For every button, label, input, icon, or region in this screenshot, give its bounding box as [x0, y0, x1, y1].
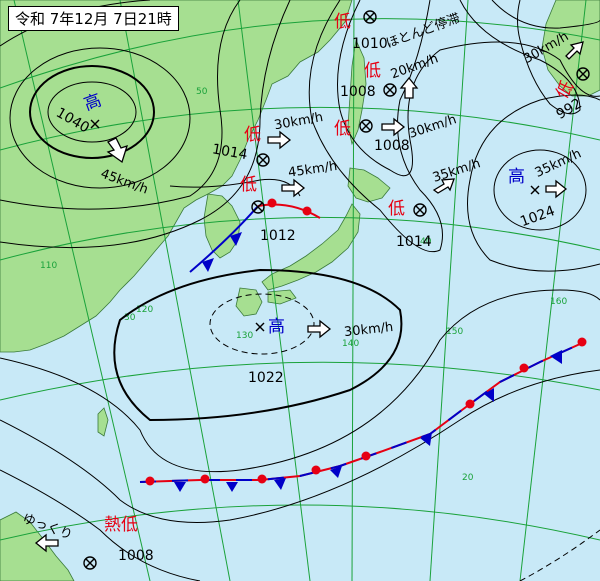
arrow-low-35 [432, 178, 455, 194]
isobar-high-1040 [29, 65, 155, 159]
marker-low-1014b [413, 203, 427, 217]
grid-label-40: 40 [420, 237, 432, 247]
fronts [139, 198, 587, 492]
symbol-tropical-low: 熱低 [104, 515, 138, 535]
arrow-high-1040 [106, 137, 128, 164]
marker-low-1010 [363, 10, 377, 24]
symbol-low-30: 低 [334, 119, 351, 139]
land-kyushu [235, 287, 263, 317]
marker-high-1024 [530, 185, 540, 195]
marker-low-1008b [359, 119, 373, 133]
marker-low-1008a [383, 83, 397, 97]
symbol-high-1022: 高 [268, 317, 285, 337]
grid-label-120: 120 [136, 305, 153, 315]
land-taiwan [97, 407, 109, 437]
arrow-low-1014 [267, 130, 292, 150]
symbol-low-1010: 低 [334, 12, 351, 32]
land-hokkaido [347, 167, 391, 203]
grid-label-110: 110 [40, 261, 57, 271]
value-1022: 1022 [248, 370, 284, 386]
marker-low-1014 [256, 153, 270, 167]
land-sakhalin [347, 38, 367, 146]
land-honshu [261, 203, 361, 291]
value-1014b: 1014 [396, 234, 432, 250]
symbol-low-1008a: 低 [364, 61, 381, 81]
marker-low-1012 [251, 200, 265, 214]
symbol-low-1014: 低 [244, 125, 261, 145]
marker-tropical-low [83, 556, 97, 570]
movement-arrows [34, 41, 584, 553]
cold-front-north [189, 205, 259, 273]
symbol-high-1040: 高 [81, 90, 104, 115]
value-1010: 1010 [352, 36, 388, 52]
arrow-high-1024 [545, 179, 568, 199]
speed-low-1012: 45km/h [287, 159, 338, 181]
land-luzon [0, 511, 75, 581]
grid-label-20: 20 [462, 473, 474, 483]
marker-high-1022 [255, 322, 265, 332]
land-asia [0, 0, 353, 353]
grid-label-30: 30 [124, 313, 136, 323]
arrow-low-992 [565, 41, 584, 60]
arrow-high-1022 [307, 319, 332, 339]
grid-labels: 50 40 30 20 110 120 130 140 150 160 [40, 87, 567, 483]
system-markers [83, 10, 590, 570]
symbol-low-1014b: 低 [388, 199, 405, 219]
isobar-high-1022 [113, 268, 403, 422]
value-1008a: 1008 [340, 84, 376, 100]
value-1014: 1014 [211, 141, 249, 163]
arrow-tropical [34, 533, 59, 553]
grid-label-150: 150 [446, 327, 463, 337]
grid-label-130: 130 [236, 331, 253, 341]
value-1008-tropical: 1008 [118, 548, 154, 564]
symbol-high-1024: 高 [508, 167, 525, 187]
value-1012: 1012 [260, 228, 296, 244]
land-korea [203, 193, 241, 259]
marker-high-1040 [90, 119, 100, 129]
date-label: 令和 7年12月 7日21時 [8, 6, 179, 31]
arrow-low-1012 [281, 178, 306, 198]
symbol-low-1012: 低 [240, 175, 257, 195]
marker-low-992 [576, 67, 590, 81]
grid-label-160: 160 [550, 297, 567, 307]
grid-label-50: 50 [196, 87, 208, 97]
isobar-high-1024 [493, 149, 587, 231]
arrow-low-30a [381, 117, 406, 137]
value-1008b: 1008 [374, 138, 410, 154]
speed-high-1022: 30km/h [343, 320, 394, 340]
arrow-low-1008a [399, 76, 419, 99]
grid-label-140: 140 [342, 339, 359, 349]
